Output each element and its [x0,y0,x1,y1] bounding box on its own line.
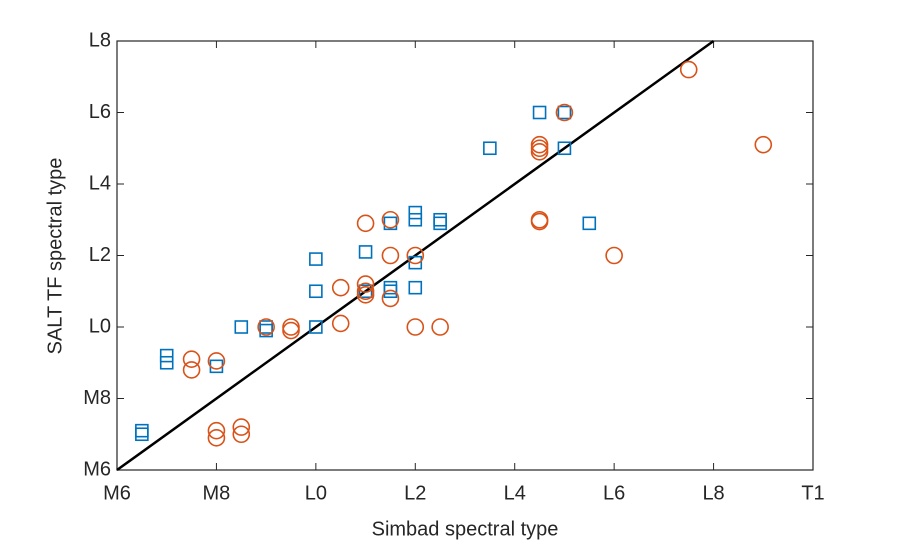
square-point [234,320,249,334]
x-tick-label: L4 [504,482,526,504]
circle-point [282,321,300,340]
square-point [557,105,572,120]
circle-point [431,318,449,336]
y-axis-label: SALT TF spectral type [44,158,66,355]
square-point [557,141,572,156]
circle-point [356,275,375,293]
square-point [408,255,423,270]
y-tick-label: L8 [89,29,111,51]
x-tick-label: M6 [103,482,131,504]
square-point [408,205,423,220]
circle-point [679,60,698,79]
square-point [408,280,423,295]
x-tick-label: M8 [203,482,231,504]
square-point [408,212,423,227]
x-tick-label: L2 [404,482,426,504]
plot-box [116,40,814,471]
x-tick-label: T1 [801,482,824,504]
circle-point [182,350,201,368]
square-point [582,216,597,231]
square-point [159,355,174,370]
circle-point [530,212,549,231]
circle-point [555,103,574,122]
circle-point [754,135,773,154]
circle-point [356,214,375,233]
square-point [309,252,323,266]
y-tick-label: M8 [83,387,111,409]
x-tick-label: L0 [305,482,327,504]
x-tick-label: L6 [603,482,625,504]
square-point [483,141,497,156]
square-point [259,323,273,338]
square-point [309,284,323,299]
square-point [532,105,547,120]
y-tick-label: L6 [89,101,111,123]
x-tick-label: L8 [702,482,724,504]
circle-point [331,314,350,333]
reference-line [116,39,715,472]
circle-point [331,278,350,297]
circle-point [530,143,549,161]
circle-point [232,425,251,444]
x-axis-label: Simbad spectral type [372,518,559,540]
y-tick-label: L4 [89,172,111,194]
square-point [433,216,447,231]
square-point [159,348,174,363]
circle-point [207,352,226,370]
circle-point [207,429,226,447]
square-point [135,427,149,442]
y-tick-label: L2 [89,244,111,266]
circle-point [406,318,425,336]
square-point [383,216,398,231]
circle-point [257,318,275,336]
circle-point [207,421,226,440]
square-point [358,245,373,259]
square-point [358,284,373,299]
circle-point [605,246,623,265]
circle-point [406,246,425,265]
circle-point [356,286,375,304]
circle-point [381,210,400,229]
circle-point [381,289,400,308]
circle-point [232,418,251,436]
circle-point [182,361,201,379]
circle-point [381,246,400,265]
square-point [309,320,323,334]
y-tick-label: M6 [83,458,111,480]
y-tick-label: L0 [89,315,111,337]
square-point [383,284,398,299]
